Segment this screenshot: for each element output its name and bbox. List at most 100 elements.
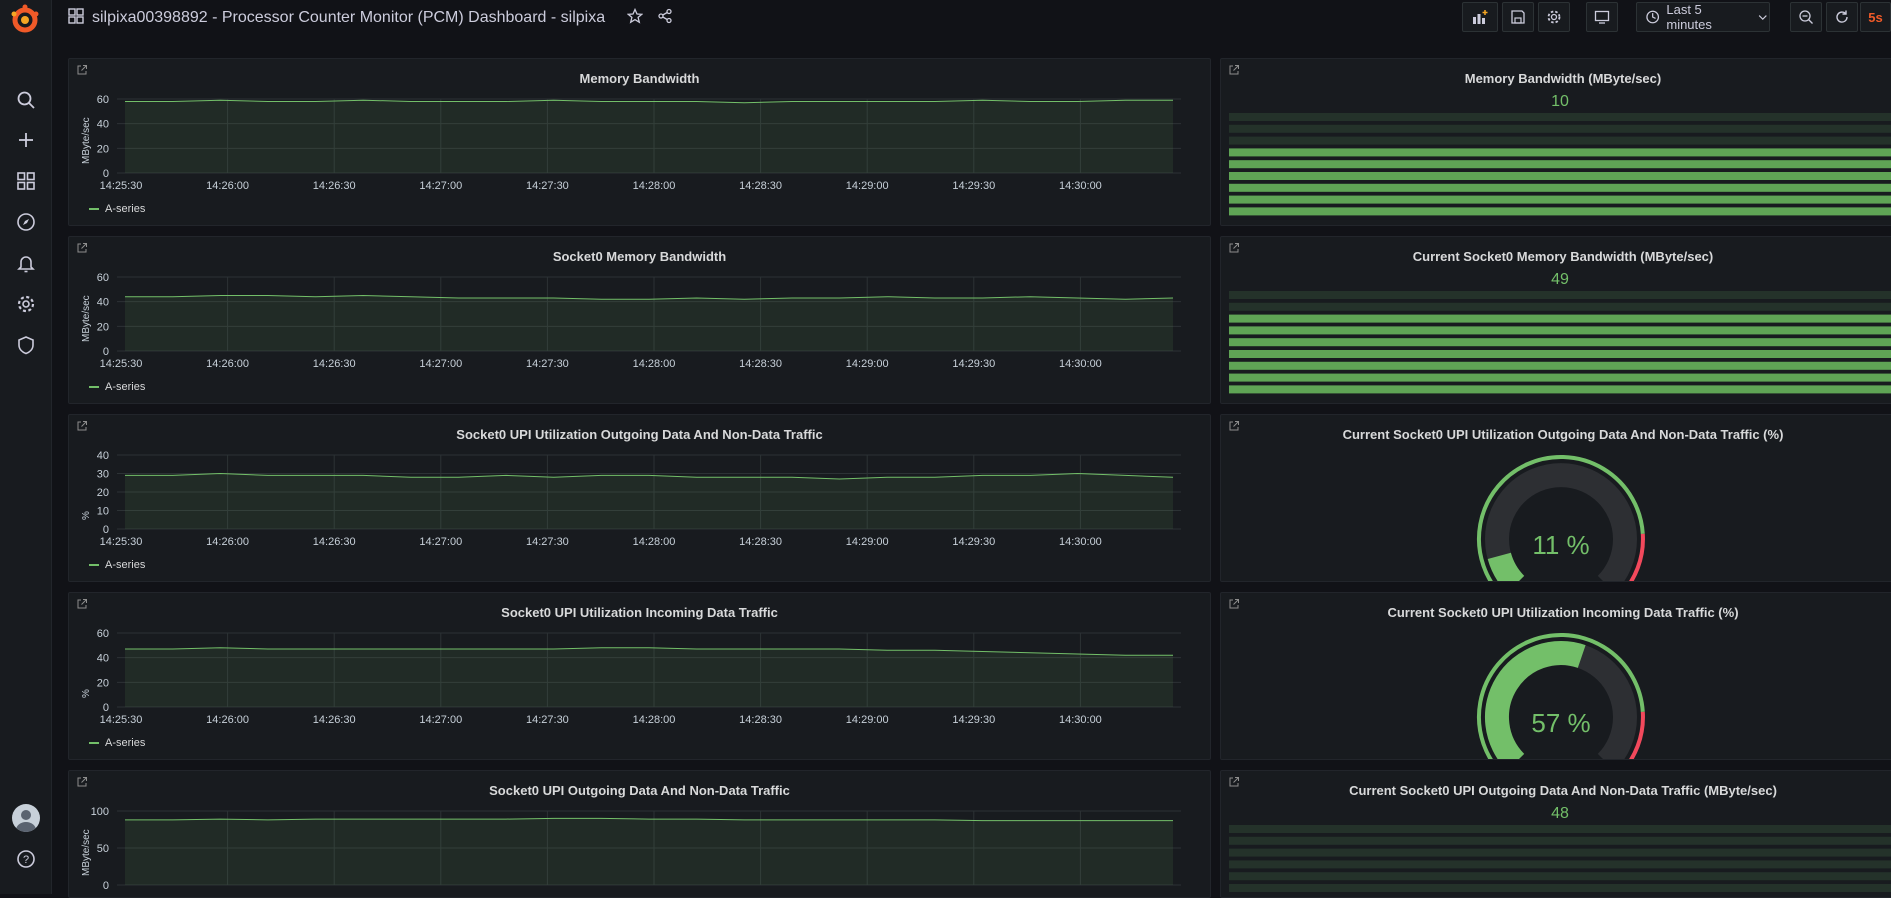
panel-link-icon[interactable] [1228, 776, 1240, 788]
refresh-button[interactable] [1826, 2, 1858, 32]
gauge-track [1485, 463, 1637, 581]
panel-title[interactable]: Current Socket0 Memory Bandwidth (MByte/… [1412, 249, 1714, 264]
y-tick-label: 20 [97, 321, 109, 333]
x-tick-label: 14:26:00 [206, 358, 249, 370]
plus-icon[interactable] [10, 124, 42, 156]
refresh-interval-picker[interactable]: 5s [1860, 2, 1891, 32]
panel-title[interactable]: Socket0 UPI Outgoing Data And Non-Data T… [489, 783, 790, 798]
bar-gauge-value: 48 [1551, 805, 1569, 822]
graph-plot[interactable]: 60 40 20 014:25:30 14:26:00 14:26:30 14:27:00 1… [69, 237, 1211, 404]
series-line [125, 472, 1174, 480]
legend-item[interactable]: A-series [89, 203, 145, 215]
panel-title[interactable]: Memory Bandwidth [579, 71, 700, 86]
bar-gauge-track [1229, 825, 1891, 833]
star-icon[interactable] [626, 7, 644, 29]
graph-panel-s0-upi-out-traffic[interactable]: Socket0 UPI Outgoing Data And Non-Data T… [68, 770, 1211, 898]
series-area [125, 100, 1173, 173]
gauge-panel-s0-upi-in-gauge[interactable]: Current Socket0 UPI Utilization Incoming… [1220, 592, 1891, 760]
search-icon[interactable] [10, 84, 42, 116]
x-tick-label: 14:30:00 [1059, 714, 1102, 726]
bar-gauge-track [1229, 136, 1891, 145]
legend-item[interactable]: A-series [89, 559, 145, 571]
panel-link-icon[interactable] [76, 242, 88, 254]
y-tick-label: 20 [97, 143, 109, 155]
gauge-fill [1487, 552, 1525, 581]
y-tick-label: 0 [103, 524, 109, 536]
add-panel-button[interactable] [1462, 2, 1498, 32]
dashboard-grid-icon[interactable] [68, 7, 84, 29]
x-tick-label: 14:30:00 [1059, 180, 1102, 192]
help-icon[interactable]: ? [10, 843, 42, 875]
graph-panel-s0-upi-out[interactable]: Socket0 UPI Utilization Outgoing Data An… [68, 414, 1211, 582]
gear-icon[interactable] [10, 288, 42, 320]
tv-mode-button[interactable] [1586, 2, 1618, 32]
explore-icon[interactable] [10, 206, 42, 238]
x-tick-label: 14:29:30 [952, 358, 995, 370]
bell-icon[interactable] [10, 247, 42, 279]
panel-title[interactable]: Socket0 UPI Utilization Incoming Data Tr… [501, 605, 778, 620]
x-tick-label: 14:29:30 [952, 180, 995, 192]
y-tick-label: 60 [97, 628, 109, 640]
bar-gauge [1229, 825, 1891, 892]
legend-item[interactable]: A-series [89, 381, 145, 393]
x-tick-label: 14:27:00 [419, 358, 462, 370]
share-icon[interactable] [657, 8, 673, 29]
panel-title[interactable]: Socket0 Memory Bandwidth [552, 249, 727, 264]
panel-link-icon[interactable] [76, 420, 88, 432]
y-axis-label: MByte/sec [81, 117, 92, 164]
graph-plot[interactable]: 40 30 20 10 014:25:30 14:26:00 14:26:30 14:27:0… [69, 415, 1211, 582]
grafana-logo-icon[interactable] [8, 3, 42, 37]
x-tick-label: 14:29:00 [846, 358, 889, 370]
dashboard-settings-button[interactable] [1538, 2, 1570, 32]
panel-link-icon[interactable] [1228, 64, 1240, 76]
panel-title[interactable]: Current Socket0 UPI Outgoing Data And No… [1349, 783, 1777, 798]
x-tick-label: 14:26:00 [206, 714, 249, 726]
panel-title[interactable]: Current Socket0 UPI Utilization Outgoing… [1342, 427, 1784, 442]
graph-plot[interactable]: 60 40 20 014:25:30 14:26:00 14:26:30 14:27:00 1… [69, 59, 1211, 226]
panel-link-icon[interactable] [1228, 242, 1240, 254]
save-dashboard-button[interactable] [1502, 2, 1534, 32]
graph-panel-s0-upi-in[interactable]: Socket0 UPI Utilization Incoming Data Tr… [68, 592, 1211, 760]
panel-link-icon[interactable] [76, 598, 88, 610]
graph-panel-mem-bw[interactable]: Memory Bandwidth 60 40 20 0 14:25:30 14:26:00 1… [68, 58, 1211, 226]
y-tick-label: 40 [97, 450, 109, 462]
panel-link-icon[interactable] [76, 776, 88, 788]
dashboards-icon[interactable] [10, 165, 42, 197]
x-tick-label: 14:27:00 [419, 536, 462, 548]
shield-icon[interactable] [10, 329, 42, 361]
x-tick-label: 14:25:30 [100, 180, 143, 192]
panel-link-icon[interactable] [1228, 420, 1240, 432]
bar-gauge-panel-s0-mem-bw-bar[interactable]: Current Socket0 Memory Bandwidth (MByte/… [1220, 236, 1891, 404]
gauge-threshold-red [1629, 711, 1645, 759]
bar-gauge-fill [1229, 361, 1891, 370]
graph-plot[interactable]: 60 40 20 014:25:30 14:26:00 14:26:30 14:27:00 1… [69, 593, 1211, 760]
legend-item[interactable]: A-series [89, 737, 145, 749]
graph-plot[interactable]: 100 50 0 [69, 771, 1211, 898]
y-axis-label: MByte/sec [81, 829, 92, 876]
panel-title[interactable]: Socket0 UPI Utilization Outgoing Data An… [456, 427, 823, 442]
gauge-threshold-red [1629, 533, 1645, 581]
y-tick-label: 20 [97, 677, 109, 689]
bar-gauge-fill [1229, 350, 1891, 358]
x-tick-label: 14:26:30 [313, 180, 356, 192]
bar-gauge [1229, 113, 1891, 216]
panel-title[interactable]: Memory Bandwidth (MByte/sec) [1464, 71, 1662, 86]
graph-panel-s0-mem-bw[interactable]: Socket0 Memory Bandwidth 60 40 20 0 14:25:30 1… [68, 236, 1211, 404]
x-tick-label: 14:27:30 [526, 536, 569, 548]
bar-gauge-panel-s0-upi-out-traffic-bar[interactable]: Current Socket0 UPI Outgoing Data And No… [1220, 770, 1891, 898]
zoom-out-button[interactable] [1790, 2, 1822, 32]
x-tick-label: 14:30:00 [1059, 358, 1102, 370]
y-tick-label: 10 [97, 506, 109, 518]
gauge-panel-s0-upi-out-gauge[interactable]: Current Socket0 UPI Utilization Outgoing… [1220, 414, 1891, 582]
dashboard-title[interactable]: silpixa00398892 - Processor Counter Moni… [92, 9, 606, 26]
x-tick-label: 14:25:30 [100, 714, 143, 726]
avatar[interactable] [12, 804, 40, 832]
y-axis-label: % [81, 511, 92, 520]
panel-link-icon[interactable] [76, 64, 88, 76]
bar-gauge-panel-mem-bw-bar[interactable]: Memory Bandwidth (MByte/sec) 10 [1220, 58, 1891, 226]
x-tick-label: 14:29:30 [952, 536, 995, 548]
legend-label: A-series [105, 203, 146, 215]
time-range-picker[interactable]: Last 5 minutes [1636, 2, 1770, 32]
panel-title[interactable]: Current Socket0 UPI Utilization Incoming… [1387, 605, 1739, 620]
panel-link-icon[interactable] [1228, 598, 1240, 610]
